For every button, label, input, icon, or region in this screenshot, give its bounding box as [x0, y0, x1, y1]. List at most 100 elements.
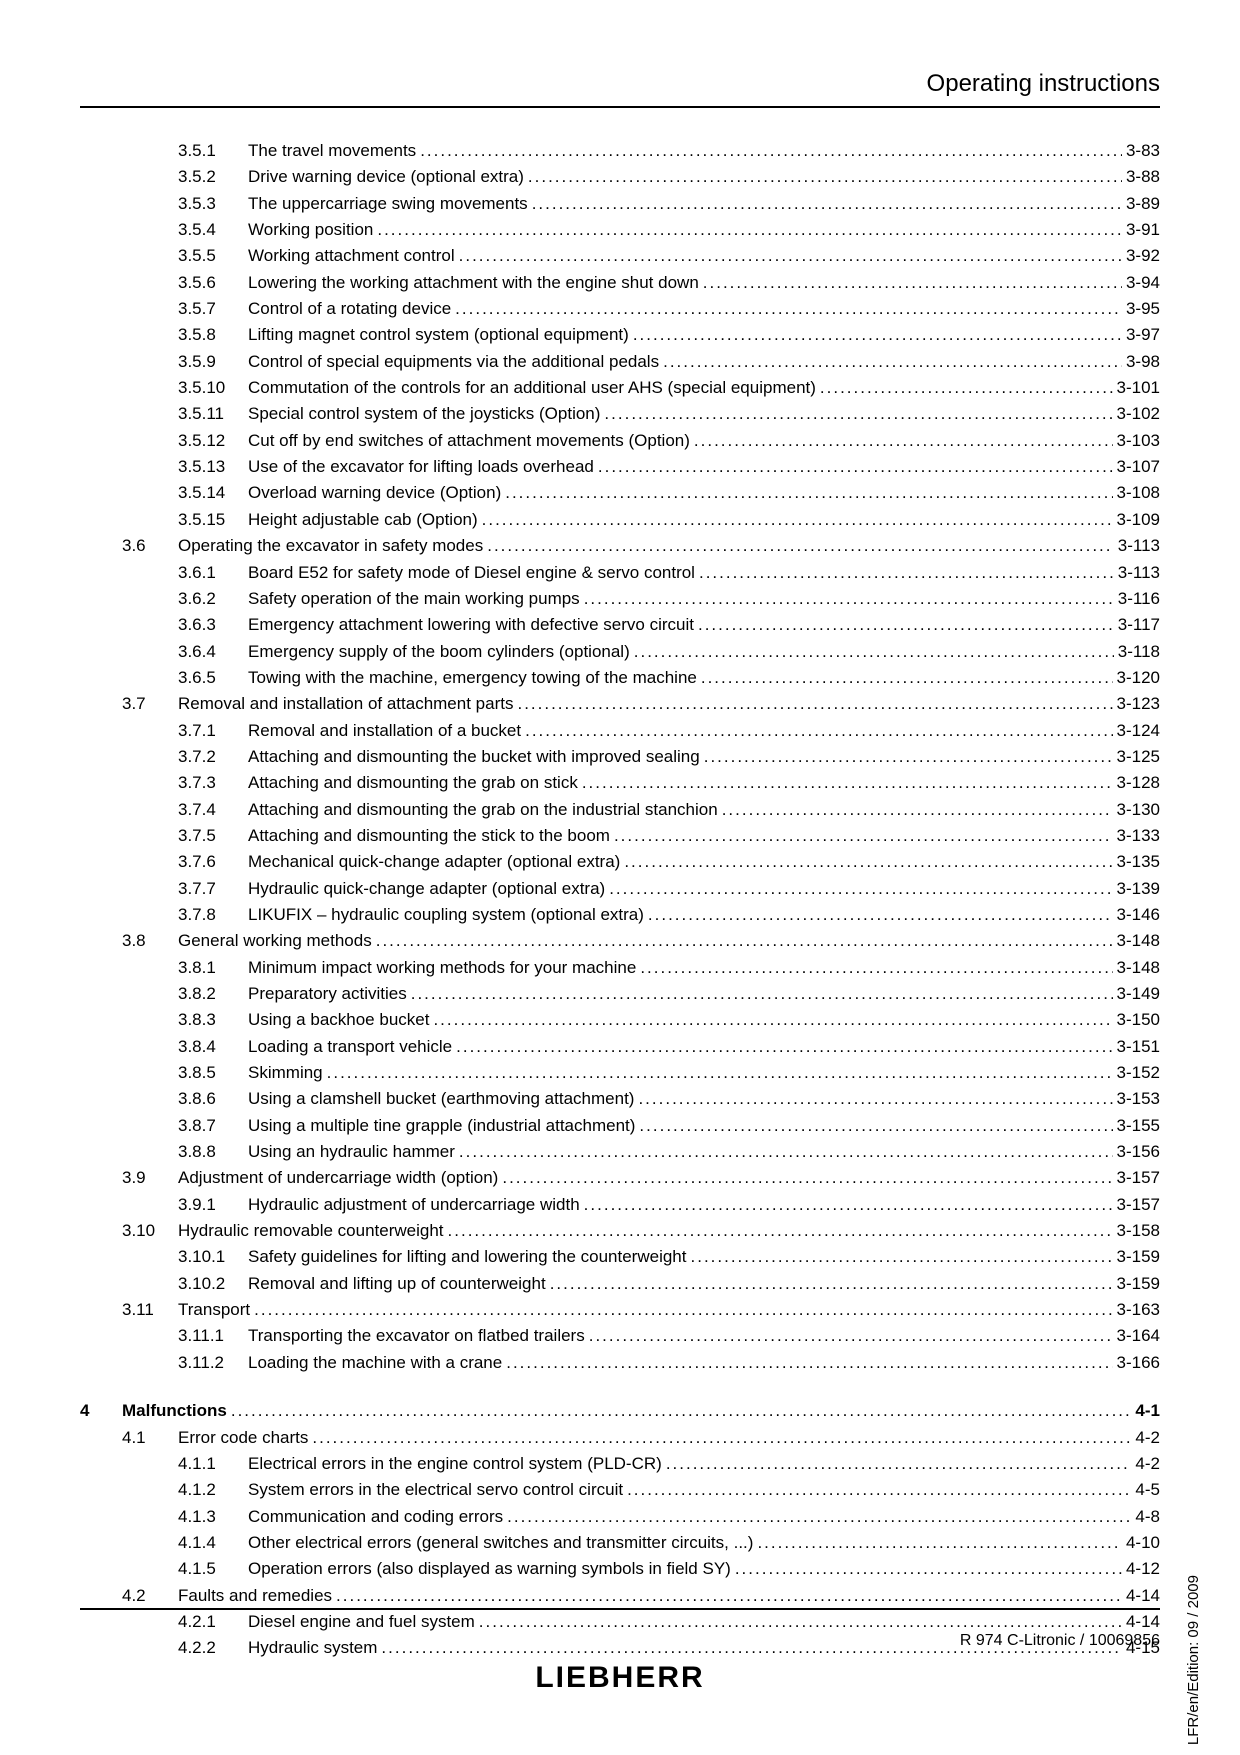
toc-leader — [623, 1477, 1131, 1503]
toc-number: 3.8.2 — [178, 981, 248, 1007]
toc-entry: 3.7.2Attaching and dismounting the bucke… — [80, 744, 1160, 770]
toc-page: 4-2 — [1131, 1425, 1160, 1451]
table-of-contents: 3.5.1The travel movements 3-833.5.2Drive… — [80, 138, 1160, 1662]
toc-leader — [250, 1297, 1112, 1323]
toc-title: Overload warning device (Option) — [248, 480, 501, 506]
toc-page: 3-157 — [1113, 1192, 1160, 1218]
toc-title: Removal and installation of a bucket — [248, 718, 521, 744]
toc-page: 4-5 — [1131, 1477, 1160, 1503]
toc-number: 3.7.7 — [178, 876, 248, 902]
toc-title: Attaching and dismounting the stick to t… — [248, 823, 610, 849]
toc-page: 3-156 — [1113, 1139, 1160, 1165]
edition-text: LFR/en/Edition: 09 / 2009 — [1185, 1575, 1202, 1745]
toc-entry: 3.10.2Removal and lifting up of counterw… — [80, 1271, 1160, 1297]
toc-entry: 3.6.5Towing with the machine, emergency … — [80, 665, 1160, 691]
toc-title: Drive warning device (optional extra) — [248, 164, 524, 190]
toc-page: 3-148 — [1113, 955, 1160, 981]
toc-entry: 4.1.1Electrical errors in the engine con… — [80, 1451, 1160, 1477]
toc-entry: 3.6.4Emergency supply of the boom cylind… — [80, 639, 1160, 665]
toc-title: Operation errors (also displayed as warn… — [248, 1556, 731, 1582]
toc-leader — [629, 322, 1122, 348]
toc-entry: 3.11.1Transporting the excavator on flat… — [80, 1323, 1160, 1349]
toc-title: Error code charts — [178, 1425, 308, 1451]
toc-page: 4-8 — [1131, 1504, 1160, 1530]
toc-leader — [695, 560, 1114, 586]
toc-page: 3-133 — [1113, 823, 1160, 849]
toc-page: 3-103 — [1113, 428, 1160, 454]
toc-number: 3.6 — [122, 533, 178, 559]
toc-title: LIKUFIX – hydraulic coupling system (opt… — [248, 902, 644, 928]
toc-title: Working attachment control — [248, 243, 455, 269]
toc-number: 3.8.7 — [178, 1113, 248, 1139]
toc-number: 3.5.2 — [178, 164, 248, 190]
toc-number: 3.5.8 — [178, 322, 248, 348]
toc-title: Loading a transport vehicle — [248, 1034, 452, 1060]
toc-entry: 3.9.1Hydraulic adjustment of undercarria… — [80, 1192, 1160, 1218]
toc-page: 3-107 — [1113, 454, 1160, 480]
toc-leader — [546, 1271, 1113, 1297]
toc-entry: 3.7.6Mechanical quick-change adapter (op… — [80, 849, 1160, 875]
toc-number: 3.10 — [122, 1218, 178, 1244]
toc-title: Emergency supply of the boom cylinders (… — [248, 639, 630, 665]
toc-title: Hydraulic system — [248, 1635, 377, 1661]
toc-leader — [644, 902, 1113, 928]
toc-leader — [521, 718, 1112, 744]
toc-entry: 3.5.6Lowering the working attachment wit… — [80, 270, 1160, 296]
toc-entry: 4.1.4Other electrical errors (general sw… — [80, 1530, 1160, 1556]
toc-page: 4-14 — [1122, 1583, 1160, 1609]
toc-leader — [731, 1556, 1122, 1582]
toc-entry: 3.7.3Attaching and dismounting the grab … — [80, 770, 1160, 796]
toc-entry: 3.5.9Control of special equipments via t… — [80, 349, 1160, 375]
toc-title: Special control system of the joysticks … — [248, 401, 600, 427]
toc-leader — [620, 849, 1112, 875]
toc-title: Commutation of the controls for an addit… — [248, 375, 816, 401]
toc-page: 4-1 — [1131, 1398, 1160, 1424]
toc-leader — [455, 243, 1122, 269]
toc-number: 3.7.4 — [178, 797, 248, 823]
toc-leader — [690, 428, 1113, 454]
toc-page: 3-125 — [1113, 744, 1160, 770]
toc-entry: 4.1.2System errors in the electrical ser… — [80, 1477, 1160, 1503]
toc-leader — [373, 217, 1122, 243]
toc-entry: 3.9Adjustment of undercarriage width (op… — [80, 1165, 1160, 1191]
toc-number: 3.5.15 — [178, 507, 248, 533]
toc-page: 3-116 — [1114, 586, 1160, 612]
toc-leader — [513, 691, 1112, 717]
footer-rule — [80, 1608, 1160, 1610]
toc-entry: 4.1.3Communication and coding errors 4-8 — [80, 1504, 1160, 1530]
toc-number: 3.6.5 — [178, 665, 248, 691]
toc-page: 3-91 — [1122, 217, 1160, 243]
toc-title: Operating the excavator in safety modes — [178, 533, 483, 559]
toc-leader — [524, 164, 1122, 190]
toc-number: 3.7.8 — [178, 902, 248, 928]
toc-leader — [816, 375, 1113, 401]
toc-page: 3-159 — [1113, 1271, 1160, 1297]
toc-number: 3.9.1 — [178, 1192, 248, 1218]
toc-title: Using a backhoe bucket — [248, 1007, 429, 1033]
toc-leader — [753, 1530, 1122, 1556]
toc-page: 3-166 — [1113, 1350, 1160, 1376]
toc-leader — [659, 349, 1122, 375]
toc-leader — [600, 401, 1112, 427]
toc-entry: 3.7.8LIKUFIX – hydraulic coupling system… — [80, 902, 1160, 928]
toc-title: Height adjustable cab (Option) — [248, 507, 478, 533]
toc-page: 4-12 — [1122, 1556, 1160, 1582]
toc-leader — [610, 823, 1113, 849]
toc-leader — [636, 955, 1112, 981]
toc-page: 4-2 — [1131, 1451, 1160, 1477]
toc-entry: 3.8.7Using a multiple tine grapple (indu… — [80, 1113, 1160, 1139]
toc-number: 3.9 — [122, 1165, 178, 1191]
toc-page: 3-163 — [1113, 1297, 1160, 1323]
toc-title: Lifting magnet control system (optional … — [248, 322, 629, 348]
toc-title: Faults and remedies — [178, 1583, 332, 1609]
toc-page: 3-157 — [1113, 1165, 1160, 1191]
toc-title: Malfunctions — [122, 1398, 227, 1424]
toc-leader — [635, 1113, 1112, 1139]
toc-page: 3-128 — [1113, 770, 1160, 796]
toc-page: 3-109 — [1113, 507, 1160, 533]
toc-number: 3.8.8 — [178, 1139, 248, 1165]
toc-title: Removal and installation of attachment p… — [178, 691, 513, 717]
toc-page: 3-159 — [1113, 1244, 1160, 1270]
toc-entry: 3.8.3Using a backhoe bucket 3-150 — [80, 1007, 1160, 1033]
toc-leader — [718, 797, 1113, 823]
